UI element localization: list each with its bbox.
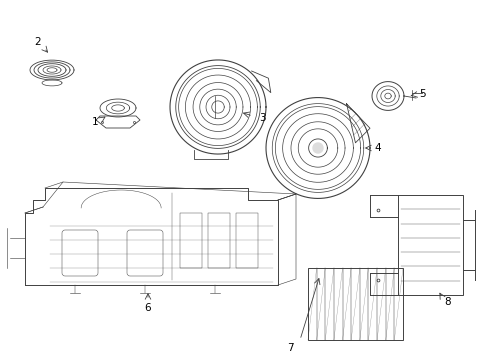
Bar xyxy=(180,213,202,268)
Text: 5: 5 xyxy=(418,89,425,99)
Bar xyxy=(208,213,230,268)
Text: 1: 1 xyxy=(92,117,98,127)
Text: 4: 4 xyxy=(375,143,381,153)
Text: 6: 6 xyxy=(145,303,151,313)
Circle shape xyxy=(313,143,323,153)
Bar xyxy=(236,213,258,268)
Bar xyxy=(308,268,403,340)
Text: 2: 2 xyxy=(35,37,41,47)
Text: 7: 7 xyxy=(287,343,294,353)
Text: 3: 3 xyxy=(259,113,265,123)
Text: 8: 8 xyxy=(445,297,451,307)
Bar xyxy=(398,195,463,295)
